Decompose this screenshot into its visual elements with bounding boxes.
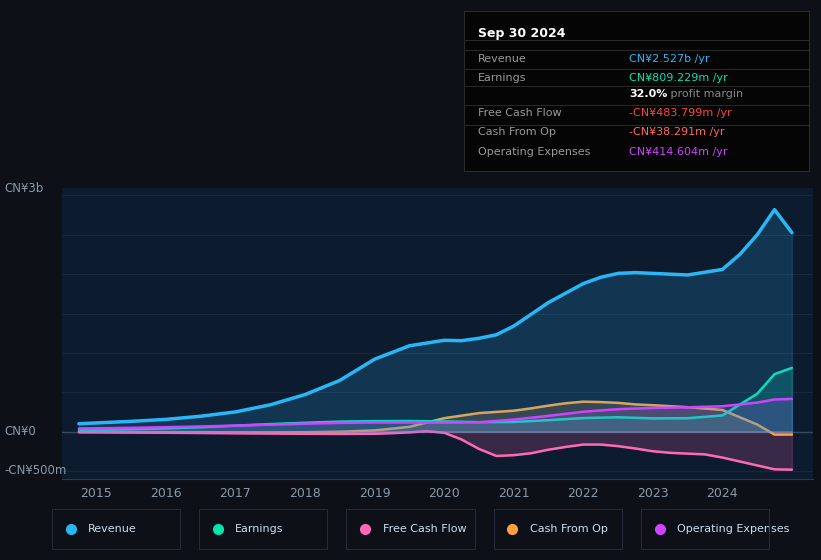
Text: Free Cash Flow: Free Cash Flow (383, 524, 466, 534)
Text: CN¥3b: CN¥3b (4, 183, 44, 195)
Text: CN¥414.604m /yr: CN¥414.604m /yr (630, 147, 728, 157)
Text: -CN¥38.291m /yr: -CN¥38.291m /yr (630, 128, 725, 138)
Text: CN¥809.229m /yr: CN¥809.229m /yr (630, 73, 728, 83)
Text: Earnings: Earnings (236, 524, 284, 534)
Text: Cash From Op: Cash From Op (478, 128, 556, 138)
Text: -CN¥500m: -CN¥500m (4, 464, 67, 478)
Text: Operating Expenses: Operating Expenses (677, 524, 790, 534)
Text: Revenue: Revenue (478, 54, 526, 64)
Text: profit margin: profit margin (667, 89, 744, 99)
Text: -CN¥483.799m /yr: -CN¥483.799m /yr (630, 108, 732, 118)
Text: Sep 30 2024: Sep 30 2024 (478, 27, 565, 40)
Text: Operating Expenses: Operating Expenses (478, 147, 590, 157)
Text: Revenue: Revenue (88, 524, 137, 534)
Text: Earnings: Earnings (478, 73, 526, 83)
Text: Cash From Op: Cash From Op (530, 524, 608, 534)
Text: CN¥0: CN¥0 (4, 425, 36, 438)
Text: 32.0%: 32.0% (630, 89, 667, 99)
Text: Free Cash Flow: Free Cash Flow (478, 108, 562, 118)
Text: CN¥2.527b /yr: CN¥2.527b /yr (630, 54, 710, 64)
